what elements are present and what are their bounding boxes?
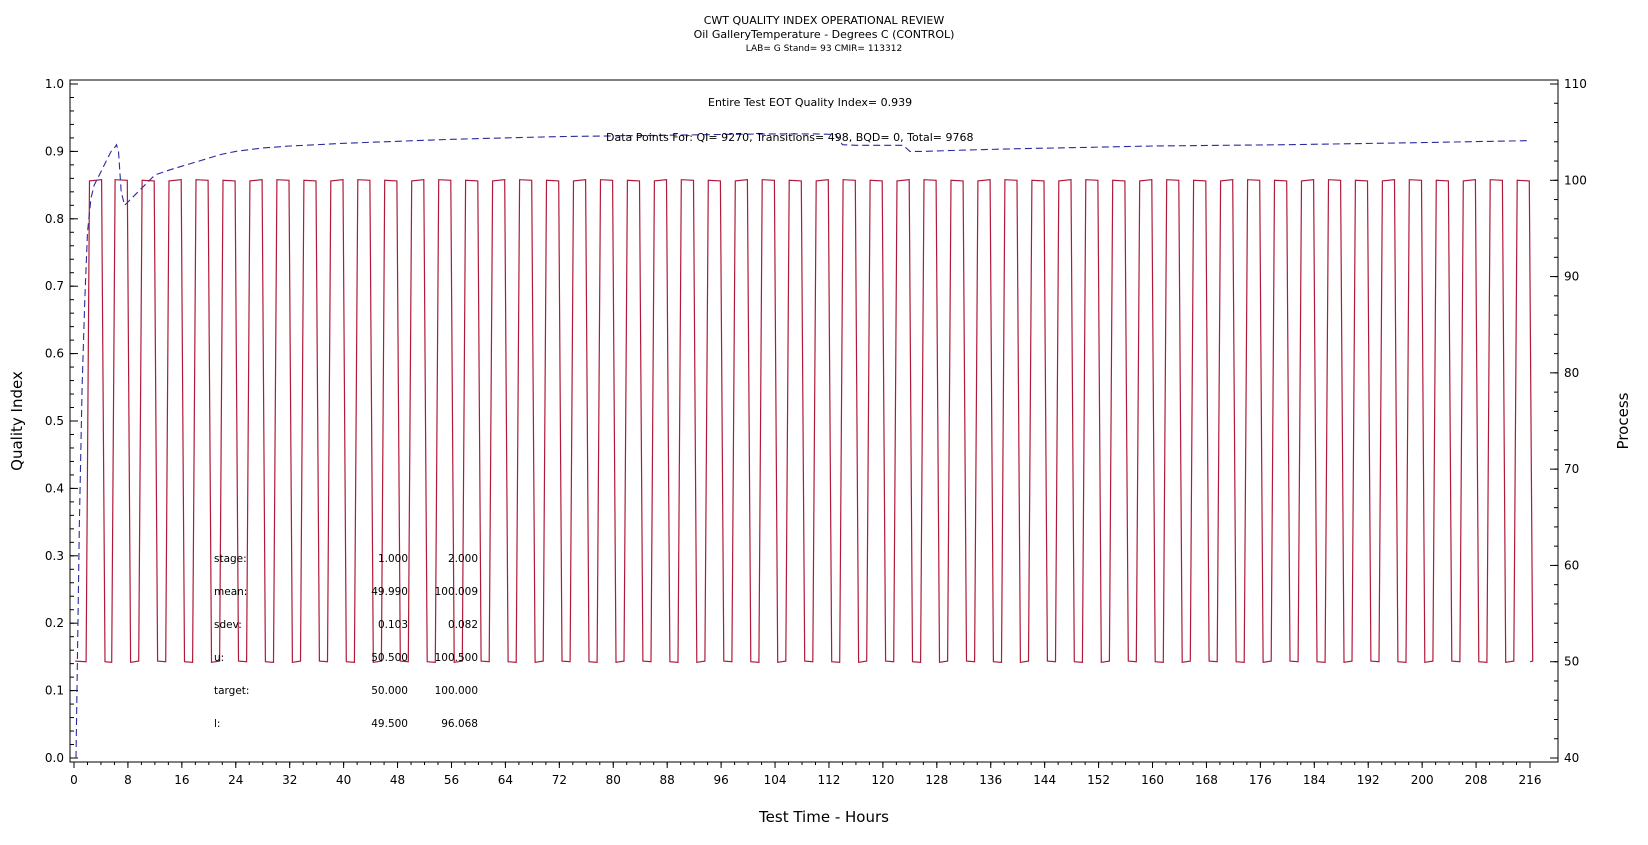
x-tick-label: 160 bbox=[1141, 773, 1164, 787]
stats-row-value-stage1: 50.500 bbox=[371, 652, 408, 664]
x-tick-label: 128 bbox=[925, 773, 948, 787]
stats-table: stage: 1.000 2.000 mean: 49.990 100.009 sdev: 0… bbox=[214, 553, 478, 730]
left-axis-ticks: 0.0 0.1 0.2 0.3 0.4 0.5 0.6 0.7 0.8 0.9 1.0 bbox=[45, 77, 78, 765]
right-tick-label: 70 bbox=[1564, 462, 1579, 476]
process-series-line bbox=[75, 179, 1534, 663]
left-tick-label: 0.0 bbox=[45, 751, 64, 765]
chart-subtitle: Oil GalleryTemperature - Degrees C (CONT… bbox=[694, 28, 955, 41]
x-tick-label: 64 bbox=[498, 773, 513, 787]
stats-row-value-stage1: 50.000 bbox=[371, 685, 408, 697]
right-tick-label: 50 bbox=[1564, 655, 1579, 669]
quality-index-series-line bbox=[75, 133, 1531, 759]
x-tick-label: 80 bbox=[606, 773, 621, 787]
stats-row-value-stage1: 0.103 bbox=[378, 619, 408, 631]
stats-row-label: u: bbox=[214, 652, 224, 664]
x-tick-label: 112 bbox=[818, 773, 841, 787]
x-tick-label: 104 bbox=[764, 773, 787, 787]
stats-row-value-stage1: 49.500 bbox=[371, 718, 408, 730]
stats-row-value-stage1: 1.000 bbox=[378, 553, 408, 565]
series-layer bbox=[75, 133, 1534, 759]
stats-row-label: target: bbox=[214, 685, 249, 697]
x-tick-label: 168 bbox=[1195, 773, 1218, 787]
x-tick-label: 72 bbox=[552, 773, 567, 787]
chart-subtitle-lab: LAB= G Stand= 93 CMIR= 113312 bbox=[746, 44, 902, 54]
x-tick-label: 96 bbox=[713, 773, 728, 787]
stats-row-value-stage2: 100.009 bbox=[435, 586, 478, 598]
x-tick-label: 56 bbox=[444, 773, 459, 787]
stats-row-label: stage: bbox=[214, 553, 247, 565]
x-tick-label: 152 bbox=[1087, 773, 1110, 787]
x-tick-label: 192 bbox=[1357, 773, 1380, 787]
x-tick-label: 176 bbox=[1249, 773, 1272, 787]
right-tick-label: 60 bbox=[1564, 558, 1579, 572]
left-tick-label: 0.2 bbox=[45, 616, 64, 630]
x-axis-label: Test Time - Hours bbox=[758, 808, 889, 826]
right-axis-ticks: 40 50 60 70 80 90 100 110 bbox=[1550, 77, 1587, 765]
left-tick-label: 0.1 bbox=[45, 684, 64, 698]
right-tick-label: 90 bbox=[1564, 270, 1579, 284]
left-tick-label: 0.6 bbox=[45, 347, 64, 361]
left-tick-label: 0.7 bbox=[45, 279, 64, 293]
stats-row-value-stage2: 0.082 bbox=[448, 619, 478, 631]
x-tick-label: 32 bbox=[282, 773, 297, 787]
x-tick-label: 120 bbox=[871, 773, 894, 787]
left-tick-label: 0.3 bbox=[45, 549, 64, 563]
stats-row-value-stage2: 100.000 bbox=[435, 685, 478, 697]
x-tick-label: 88 bbox=[660, 773, 675, 787]
x-tick-label: 24 bbox=[228, 773, 243, 787]
y-axis-right-label: Process bbox=[1614, 392, 1632, 449]
x-tick-label: 136 bbox=[979, 773, 1002, 787]
stats-row-value-stage1: 49.990 bbox=[371, 586, 408, 598]
left-tick-label: 0.5 bbox=[45, 414, 64, 428]
stats-row-value-stage2: 96.068 bbox=[441, 718, 478, 730]
right-tick-label: 80 bbox=[1564, 366, 1579, 380]
stats-row-label: sdev: bbox=[214, 619, 242, 631]
stats-row-label: mean: bbox=[214, 586, 247, 598]
annotation-data-points: Data Points For: QI= 9270, Transitions= … bbox=[606, 131, 974, 144]
x-axis-ticks: 0 8 16 24 32 40 48 56 64 72 80 88 96 104 112 120 128 136 1… bbox=[70, 762, 1541, 787]
x-tick-label: 208 bbox=[1465, 773, 1488, 787]
x-tick-label: 8 bbox=[124, 773, 132, 787]
stats-row-value-stage2: 100.500 bbox=[435, 652, 478, 664]
x-tick-label: 216 bbox=[1519, 773, 1542, 787]
x-tick-label: 40 bbox=[336, 773, 351, 787]
x-tick-label: 200 bbox=[1411, 773, 1434, 787]
left-tick-label: 0.8 bbox=[45, 212, 64, 226]
x-tick-label: 144 bbox=[1033, 773, 1056, 787]
x-tick-label: 0 bbox=[70, 773, 78, 787]
right-tick-label: 40 bbox=[1564, 751, 1579, 765]
right-tick-label: 100 bbox=[1564, 173, 1587, 187]
x-tick-label: 48 bbox=[390, 773, 405, 787]
left-tick-label: 1.0 bbox=[45, 77, 64, 91]
left-tick-label: 0.9 bbox=[45, 144, 64, 158]
right-tick-label: 110 bbox=[1564, 77, 1587, 91]
annotation-eot-quality-index: Entire Test EOT Quality Index= 0.939 bbox=[708, 96, 912, 109]
left-tick-label: 0.4 bbox=[45, 481, 64, 495]
x-tick-label: 16 bbox=[174, 773, 189, 787]
chart-title: CWT QUALITY INDEX OPERATIONAL REVIEW bbox=[704, 14, 945, 27]
x-tick-label: 184 bbox=[1303, 773, 1326, 787]
stats-row-label: l: bbox=[214, 718, 220, 730]
stats-row-value-stage2: 2.000 bbox=[448, 553, 478, 565]
y-axis-left-label: Quality Index bbox=[8, 371, 26, 471]
